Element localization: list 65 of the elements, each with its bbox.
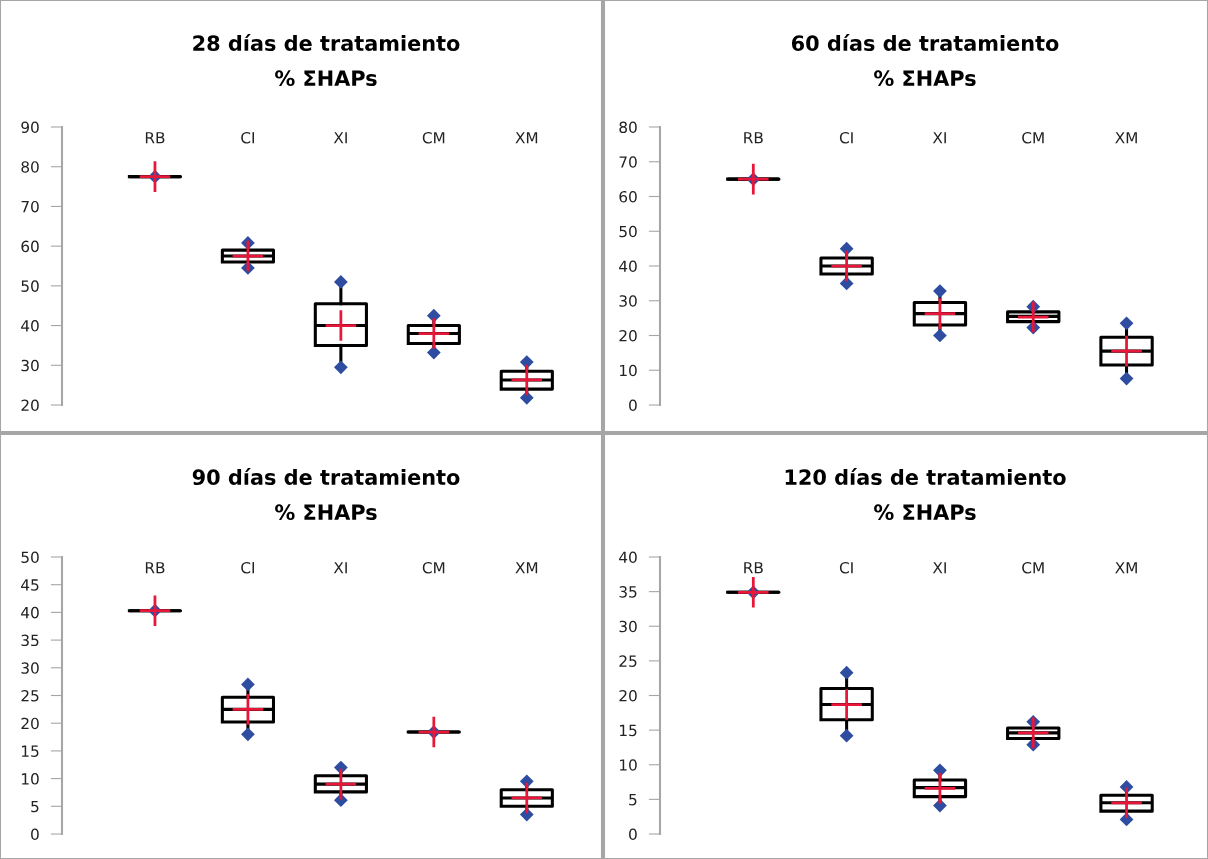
y-tick-label: 20 (21, 399, 39, 412)
y-tick-label: 90 (21, 121, 39, 134)
y-tick-label: 0 (629, 828, 637, 841)
x-tick-label: CI (241, 561, 254, 574)
y-tick-label: 5 (629, 794, 637, 806)
x-tick-label: CM (422, 561, 445, 574)
x-tick-label: XI (932, 132, 946, 144)
x-tick-label: CM (1022, 561, 1044, 574)
x-tick-label: CI (839, 561, 853, 574)
x-tick-label: XI (333, 132, 347, 144)
y-tick-label: 35 (619, 586, 637, 598)
x-tick-label: XM (1115, 562, 1137, 574)
y-tick-label: 10 (620, 364, 637, 377)
y-tick-label: 70 (619, 156, 637, 168)
chart-title: 60 días de tratamiento (791, 34, 1059, 52)
x-tick-label: RB (744, 562, 763, 574)
y-tick-label: 60 (619, 190, 637, 203)
x-tick-label: XM (515, 132, 538, 144)
x-tick-label: XI (932, 562, 946, 574)
y-tick-label: 0 (31, 828, 39, 841)
x-tick-label: CI (839, 131, 853, 144)
chart-title: 90 días de tratamiento (192, 468, 460, 486)
y-tick-label: 50 (21, 551, 39, 564)
y-tick-label: 35 (21, 634, 39, 647)
y-tick-label: 25 (21, 689, 39, 702)
x-tick-label: XI (333, 562, 347, 574)
y-tick-label: 40 (21, 320, 39, 332)
y-tick-label: 40 (619, 260, 637, 273)
x-tick-label: CM (1022, 131, 1044, 144)
y-tick-label: 20 (21, 717, 39, 730)
y-tick-label: 25 (619, 655, 637, 667)
y-tick-label: 30 (21, 359, 39, 372)
y-tick-label: 15 (620, 724, 637, 737)
y-tick-label: 80 (619, 121, 637, 134)
y-tick-label: 20 (619, 329, 637, 342)
y-tick-label: 40 (619, 551, 637, 564)
y-tick-label: 50 (21, 280, 39, 292)
chart-title: 120 días de tratamiento (785, 468, 1066, 486)
y-tick-label: 60 (21, 240, 39, 253)
y-tick-label: 40 (21, 606, 39, 619)
chart-subtitle: % ΣHAPs (874, 70, 976, 87)
x-tick-label: RB (145, 562, 165, 574)
y-tick-label: 10 (22, 773, 39, 785)
y-tick-label: 20 (619, 689, 637, 702)
y-tick-label: 45 (21, 579, 39, 591)
y-tick-label: 0 (629, 399, 637, 412)
x-tick-label: CM (422, 131, 445, 144)
chart-subtitle: % ΣHAPs (874, 504, 976, 521)
y-tick-label: 10 (620, 759, 637, 771)
y-tick-label: 30 (21, 662, 39, 674)
x-tick-label: XM (1115, 132, 1137, 144)
x-tick-label: XM (515, 562, 538, 574)
y-tick-label: 30 (619, 295, 637, 307)
y-tick-label: 30 (619, 620, 637, 633)
y-tick-label: 5 (31, 800, 39, 813)
y-tick-label: 50 (619, 225, 637, 238)
chart-title: 28 días de tratamiento (193, 34, 460, 52)
y-tick-label: 15 (22, 745, 39, 757)
x-tick-label: RB (744, 132, 763, 144)
chart-subtitle: % ΣHAPs (275, 70, 377, 87)
x-tick-label: CI (241, 131, 254, 144)
x-tick-label: RB (145, 132, 165, 144)
y-tick-label: 70 (21, 200, 39, 213)
chart-subtitle: % ΣHAPs (275, 504, 377, 521)
y-tick-label: 80 (21, 161, 39, 173)
